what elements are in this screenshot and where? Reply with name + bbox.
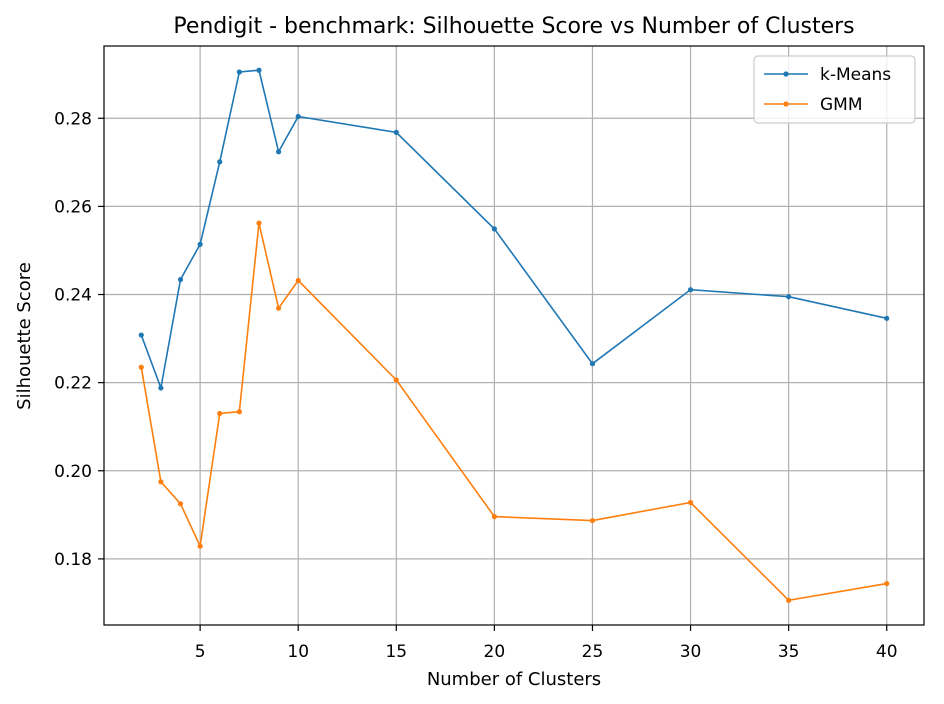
legend-box: [753, 55, 916, 124]
data-point-gmm: [177, 501, 184, 507]
series-line-gmm: [140, 222, 887, 602]
series-layer: [138, 67, 890, 603]
data-point-gmm: [138, 364, 144, 370]
x-tick-label: 20: [484, 642, 506, 662]
chart-title: Pendigit - benchmark: Silhouette Score v…: [173, 14, 854, 39]
x-tick-label: 5: [195, 642, 206, 662]
data-point-k-means: [158, 385, 164, 391]
data-point-gmm: [491, 514, 497, 520]
grid-lines: [104, 46, 924, 625]
y-axis-label: Silhouette Score: [14, 262, 35, 410]
data-point-gmm: [236, 409, 242, 415]
data-point-k-means: [687, 287, 694, 293]
y-axis-ticks: 0.18 0.20 0.22 0.24 0.26 0.28: [54, 109, 104, 570]
data-point-gmm: [687, 499, 694, 506]
data-point-gmm: [884, 580, 890, 587]
x-tick-label: 25: [582, 642, 604, 662]
x-tick-label: 40: [876, 642, 898, 662]
data-point-gmm: [197, 543, 203, 549]
series-gmm: [138, 220, 890, 603]
legend-label-gmm: GMM: [820, 95, 863, 115]
data-point-k-means: [217, 159, 223, 165]
data-point-k-means: [884, 315, 890, 321]
data-point-gmm: [786, 597, 792, 603]
legend-marker-gmm: [783, 101, 789, 107]
data-point-gmm: [256, 220, 262, 226]
data-point-gmm: [393, 377, 399, 383]
data-point-k-means: [393, 129, 399, 135]
data-point-gmm: [275, 305, 282, 311]
y-tick-label: 0.26: [54, 197, 92, 217]
data-point-k-means: [786, 294, 792, 300]
data-point-gmm: [295, 277, 301, 284]
plot-frame: [103, 45, 925, 626]
y-tick-label: 0.24: [54, 286, 92, 306]
y-tick-label: 0.28: [54, 109, 92, 129]
data-point-k-means: [295, 113, 301, 120]
y-tick-label: 0.18: [54, 550, 92, 570]
x-tick-label: 30: [680, 642, 702, 662]
legend: k-Means GMM: [753, 55, 916, 124]
data-point-k-means: [275, 149, 282, 155]
y-tick-label: 0.22: [54, 374, 92, 394]
series-k-means: [138, 67, 890, 391]
x-tick-label: 35: [778, 642, 800, 662]
data-point-k-means: [491, 226, 497, 232]
x-tick-label: 15: [385, 642, 407, 662]
legend-marker-k-means: [783, 71, 789, 77]
data-point-gmm: [589, 517, 596, 524]
data-point-gmm: [158, 479, 164, 485]
data-point-k-means: [138, 332, 144, 338]
legend-label-k-means: k-Means: [820, 65, 891, 85]
x-axis-label: Number of Clusters: [427, 669, 601, 690]
data-point-k-means: [177, 276, 184, 283]
y-tick-label: 0.20: [54, 462, 92, 482]
x-tick-label: 10: [287, 642, 309, 662]
data-point-gmm: [217, 410, 223, 417]
data-point-k-means: [197, 241, 203, 247]
data-point-k-means: [256, 67, 262, 73]
data-point-k-means: [236, 69, 242, 75]
data-point-k-means: [589, 361, 596, 367]
x-axis-ticks: 5 10 15 20 25 30 35 40: [195, 625, 898, 662]
